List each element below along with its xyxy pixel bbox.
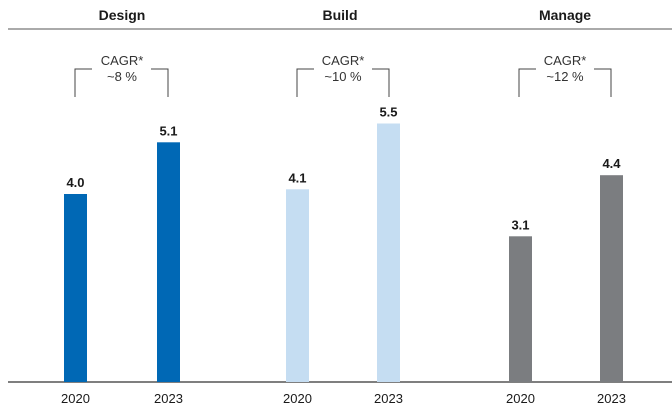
value-label-design-2020: 4.0 [66, 175, 84, 190]
cagr-bracket: CAGR* ~10 % [296, 53, 390, 97]
value-label-build-2020: 4.1 [288, 170, 306, 185]
cagr-bracket: CAGR* ~12 % [518, 53, 612, 97]
value-label-build-2023: 5.5 [379, 105, 397, 120]
x-tick-label: 2023 [154, 391, 183, 406]
cagr-value: ~8 % [107, 69, 137, 84]
panel-design: Design CAGR* ~8 % 4.0 5.1 2020 2023 [61, 7, 183, 406]
x-tick-label: 2023 [374, 391, 403, 406]
value-label-manage-2023: 4.4 [602, 156, 621, 171]
x-tick-label: 2020 [506, 391, 535, 406]
bar-build-2023 [377, 123, 400, 382]
panel-title: Build [323, 7, 358, 23]
x-tick-label: 2023 [597, 391, 626, 406]
x-tick-label: 2020 [283, 391, 312, 406]
bar-manage-2020 [509, 236, 532, 382]
cagr-bracket-line [518, 68, 612, 97]
cagr-label: CAGR* [101, 53, 144, 68]
panel-title: Manage [539, 7, 591, 23]
bar-design-2023 [157, 142, 180, 382]
cagr-bracket: CAGR* ~8 % [74, 53, 169, 97]
cagr-value: ~10 % [324, 69, 362, 84]
bar-design-2020 [64, 194, 87, 382]
cagr-value: ~12 % [546, 69, 584, 84]
value-label-manage-2020: 3.1 [511, 217, 529, 232]
x-tick-label: 2020 [61, 391, 90, 406]
panel-build: Build CAGR* ~10 % 4.1 5.5 2020 2023 [283, 7, 403, 406]
cagr-label: CAGR* [544, 53, 587, 68]
cagr-bracket-line [296, 68, 390, 97]
cagr-label: CAGR* [322, 53, 365, 68]
bar-build-2020 [286, 189, 309, 382]
panel-manage: Manage CAGR* ~12 % 3.1 4.4 2020 2023 [506, 7, 626, 406]
cagr-bracket-line [74, 68, 169, 97]
value-label-design-2023: 5.1 [159, 123, 177, 138]
bar-manage-2023 [600, 175, 623, 382]
panel-title: Design [99, 7, 146, 23]
